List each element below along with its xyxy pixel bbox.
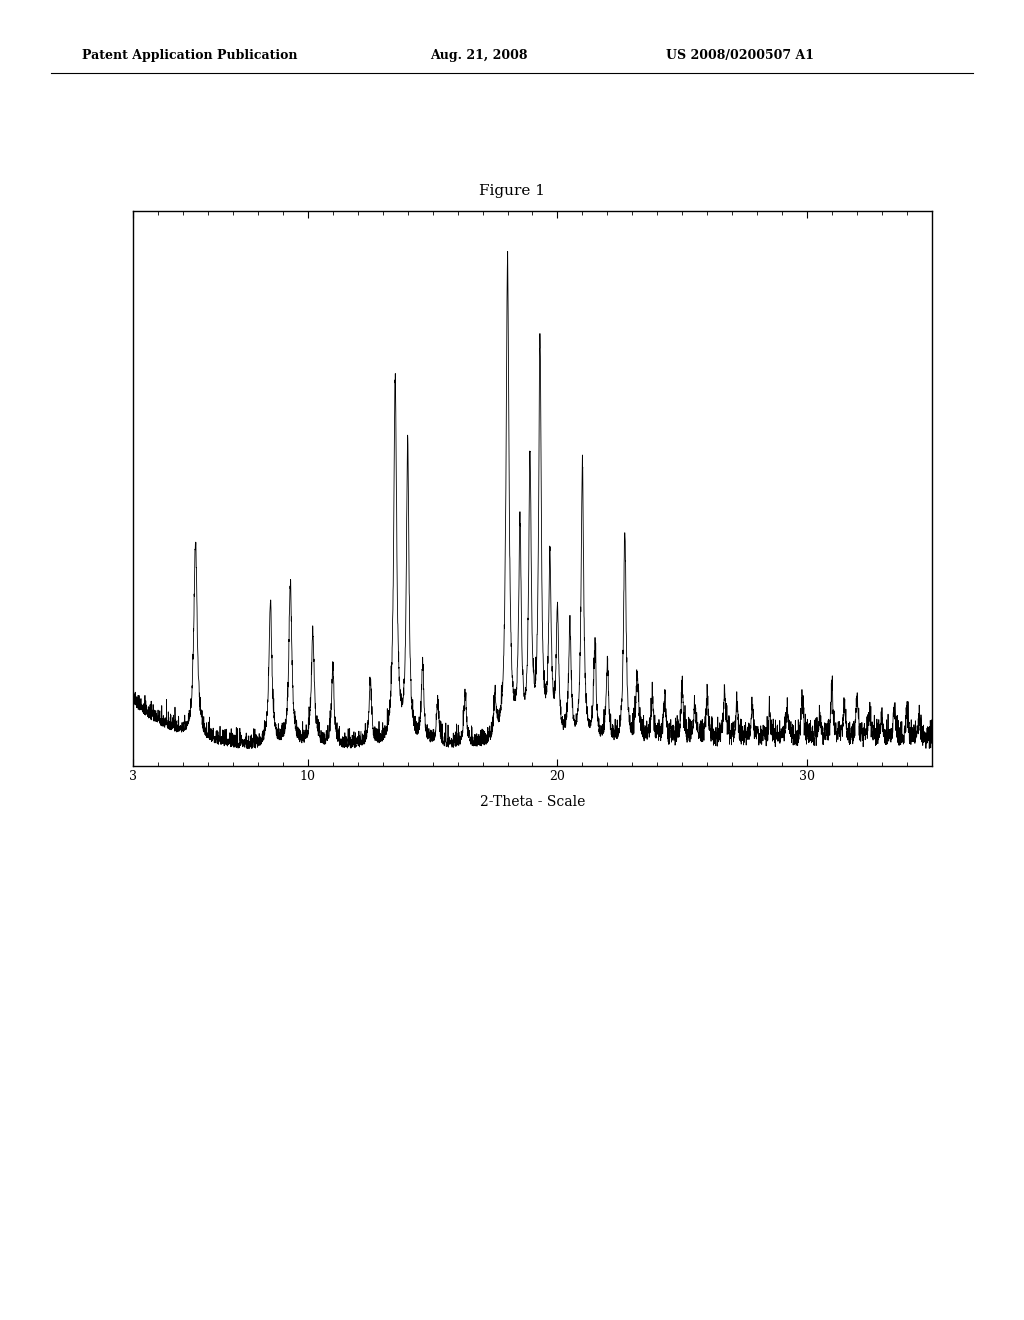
Text: Patent Application Publication: Patent Application Publication	[82, 49, 297, 62]
Text: US 2008/0200507 A1: US 2008/0200507 A1	[666, 49, 814, 62]
X-axis label: 2-Theta - Scale: 2-Theta - Scale	[480, 795, 585, 809]
Text: Aug. 21, 2008: Aug. 21, 2008	[430, 49, 527, 62]
Text: Figure 1: Figure 1	[479, 185, 545, 198]
